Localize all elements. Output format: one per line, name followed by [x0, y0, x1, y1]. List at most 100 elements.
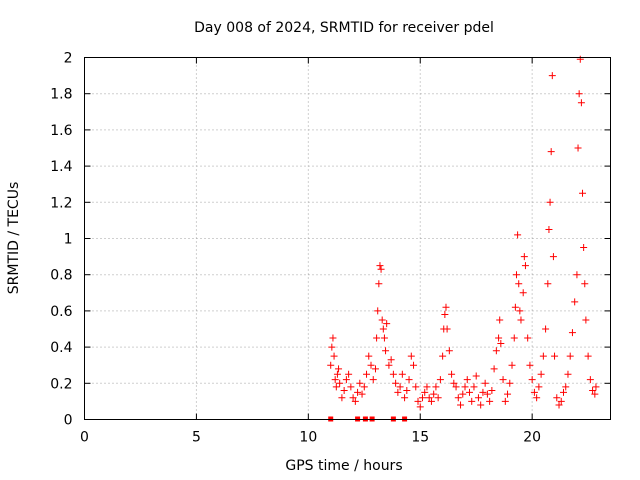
- data-point: [434, 394, 442, 402]
- data-point: [501, 397, 509, 405]
- data-point: [427, 397, 435, 405]
- plot-frame: [84, 57, 611, 420]
- data-point: [539, 352, 547, 360]
- data-point: [483, 390, 491, 398]
- data-point: [459, 390, 467, 398]
- data-point: [356, 379, 364, 387]
- data-point: [574, 144, 582, 152]
- data-point: [345, 370, 353, 378]
- data-point: [335, 365, 343, 373]
- data-point: [423, 383, 431, 391]
- data-point: [537, 370, 545, 378]
- data-point: [327, 361, 335, 369]
- data-point: [450, 379, 458, 387]
- data-point: [579, 189, 587, 197]
- data-point: [436, 376, 444, 384]
- data-point: [584, 352, 592, 360]
- data-point: [354, 388, 362, 396]
- x-tick-label: 0: [80, 430, 89, 446]
- data-point: [443, 325, 451, 333]
- data-point: [380, 334, 388, 342]
- data-point: [342, 376, 350, 384]
- data-point: [369, 376, 377, 384]
- data-point: [497, 339, 505, 347]
- data-point: [575, 90, 583, 98]
- data-point: [515, 280, 523, 288]
- data-point: [379, 325, 387, 333]
- data-point: [582, 316, 590, 324]
- data-point: [403, 387, 411, 395]
- data-point: [382, 347, 390, 355]
- data-point: [439, 352, 447, 360]
- y-tick-label: 0.2: [50, 376, 72, 392]
- y-tick-label: 0.8: [50, 268, 72, 284]
- data-point: [360, 383, 368, 391]
- data-point: [407, 352, 415, 360]
- data-point: [401, 394, 409, 402]
- data-point: [559, 388, 567, 396]
- data-point: [526, 361, 534, 369]
- data-point: [333, 370, 341, 378]
- data-point: [367, 361, 375, 369]
- y-tick-label: 1.4: [50, 159, 72, 175]
- data-point: [488, 387, 496, 395]
- data-point: [465, 388, 473, 396]
- x-tick-label: 10: [299, 430, 317, 446]
- data-point: [414, 397, 422, 405]
- data-point: [499, 376, 507, 384]
- data-point: [351, 397, 359, 405]
- data-point: [383, 320, 391, 328]
- data-point: [452, 383, 460, 391]
- data-point: [457, 401, 465, 409]
- data-point: [347, 383, 355, 391]
- data-point: [573, 271, 581, 279]
- data-point: [378, 316, 386, 324]
- data-point: [564, 370, 572, 378]
- data-point: [519, 289, 527, 297]
- data-point: [586, 376, 594, 384]
- data-point: [470, 383, 478, 391]
- data-point: [566, 352, 574, 360]
- data-point: [472, 372, 480, 380]
- data-point: [421, 388, 429, 396]
- data-point: [448, 370, 456, 378]
- data-point: [374, 307, 382, 315]
- data-point: [551, 352, 559, 360]
- data-point: [336, 379, 344, 387]
- data-point: [571, 298, 579, 306]
- y-axis-label: SRMTID / TECUs: [6, 182, 22, 295]
- data-point: [535, 383, 543, 391]
- data-point: [376, 262, 384, 270]
- data-point: [514, 231, 522, 239]
- data-point: [373, 334, 381, 342]
- data-point: [365, 352, 373, 360]
- data-point: [524, 334, 532, 342]
- data-point: [432, 383, 440, 391]
- data-point: [412, 383, 420, 391]
- data-point: [512, 271, 520, 279]
- data-point: [516, 307, 524, 315]
- mark-layer: [327, 55, 600, 422]
- data-point: [445, 347, 453, 355]
- grid-layer: [84, 57, 611, 420]
- data-point: [589, 387, 597, 395]
- data-point: [490, 365, 498, 373]
- data-point: [555, 401, 563, 409]
- y-tick-label: 1.2: [50, 195, 72, 211]
- data-point: [495, 334, 503, 342]
- data-point: [592, 383, 600, 391]
- data-point: [454, 394, 462, 402]
- data-point: [591, 390, 599, 398]
- data-point: [463, 376, 471, 384]
- y-tick-label: 2: [64, 51, 73, 67]
- data-point: [461, 383, 469, 391]
- data-point: [363, 370, 371, 378]
- data-point: [520, 253, 528, 261]
- data-point: [581, 280, 589, 288]
- data-point: [492, 347, 500, 355]
- data-point: [496, 316, 504, 324]
- y-tick-label: 1: [64, 232, 73, 248]
- data-point: [442, 303, 450, 311]
- data-point: [542, 325, 550, 333]
